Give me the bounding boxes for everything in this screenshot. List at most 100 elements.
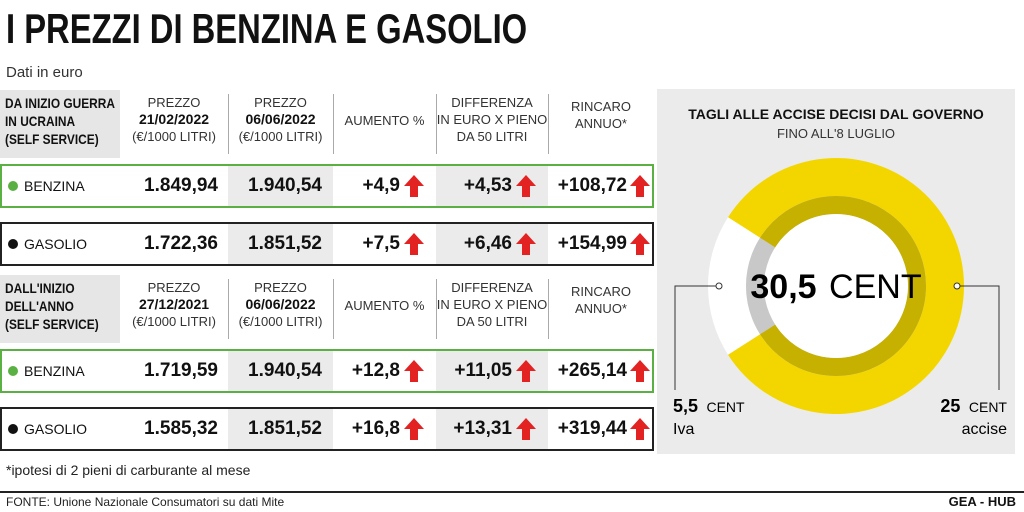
donut-slice-accise	[727, 158, 964, 414]
cell-price-start: 1.849,94	[144, 175, 218, 196]
column-header-unit: (€/1000 LITRI)	[238, 314, 323, 329]
section-header-line: DELL'ANNO	[5, 298, 74, 314]
up-arrow-icon	[516, 360, 536, 382]
center-unit: CENT	[829, 268, 922, 306]
cell-price-start: 1.719,59	[144, 360, 218, 381]
donut-accise-inner-band	[760, 196, 926, 376]
cell-annual-increase: +154,99	[557, 233, 627, 254]
cell-diff-full-tank: +11,05	[454, 360, 512, 381]
excise-donut-chart: 30,5 CENT 5,5 CENT Iva 25 CENT accise	[673, 158, 1007, 438]
center-value-label: 30,5 CENT	[750, 268, 921, 306]
cell-price-start: 1.722,36	[144, 233, 218, 254]
panel-title: TAGLI ALLE ACCISE DECISI DAL GOVERNO	[688, 106, 984, 122]
column-header: RINCARO ANNUO*	[548, 283, 654, 317]
column-header-line: ANNUO*	[574, 301, 627, 316]
column-divider	[333, 94, 334, 154]
column-header-line: DIFFERENZA	[451, 95, 533, 110]
column-header-date: 27/12/2021	[138, 296, 210, 312]
cell-price-start: 1.585,32	[144, 418, 218, 439]
column-header-line: ANNUO*	[574, 116, 627, 131]
iva-value: 5,5	[673, 396, 698, 416]
column-divider	[436, 279, 437, 339]
up-arrow-icon	[630, 175, 650, 197]
fuel-name: BENZINA	[24, 363, 85, 379]
iva-label: Iva	[673, 421, 694, 438]
up-arrow-icon	[404, 233, 424, 255]
up-arrow-icon	[516, 175, 536, 197]
cell-increase-pct: +4,9	[362, 175, 400, 196]
column-header: PREZZO 27/12/2021 (€/1000 LITRI)	[120, 279, 228, 330]
column-header-unit: (€/1000 LITRI)	[238, 129, 323, 144]
section-header-line: DALL'INIZIO	[5, 280, 75, 296]
source-note: FONTE: Unione Nazionale Consumatori su d…	[6, 495, 285, 509]
fuel-name: BENZINA	[24, 178, 85, 194]
cell-price-end: 1.851,52	[248, 233, 322, 254]
footnote: *ipotesi di 2 pieni di carburante al mes…	[6, 462, 251, 478]
cell-price-end: 1.940,54	[248, 360, 322, 381]
fuel-name: GASOLIO	[24, 421, 88, 437]
center-value: 30,5	[750, 268, 816, 306]
section-header-line: (SELF SERVICE)	[5, 131, 99, 147]
column-header: RINCARO ANNUO*	[548, 98, 654, 132]
column-divider	[333, 279, 334, 339]
column-header: DIFFERENZA IN EURO X PIENO DA 50 LITRI	[436, 94, 548, 145]
gasolio-dot-icon	[8, 424, 18, 435]
benzina-dot-icon	[8, 366, 18, 377]
table-row: BENZINA 1.719,59 1.940,54 +12,8 +11,05 +265,1…	[0, 349, 654, 393]
shaded-column	[228, 409, 333, 449]
cell-price-end: 1.940,54	[248, 175, 322, 196]
column-divider	[548, 279, 549, 339]
up-arrow-icon	[630, 360, 650, 382]
accise-value-label: 25 CENT	[940, 396, 1007, 416]
table-row: GASOLIO 1.722,36 1.851,52 +7,5 +6,46 +154,99	[0, 222, 654, 266]
column-header-line: DIFFERENZA	[451, 280, 533, 295]
column-header-line: DA 50 LITRI	[456, 129, 528, 144]
column-header-date: 06/06/2022	[245, 296, 316, 312]
column-header: AUMENTO %	[333, 112, 436, 129]
cell-increase-pct: +7,5	[362, 233, 400, 254]
table-row: BENZINA 1.849,94 1.940,54 +4,9 +4,53 +108,72	[0, 164, 654, 208]
section-header: DALL'INIZIO DELL'ANNO (SELF SERVICE)	[0, 275, 120, 343]
column-header-line: IN EURO X PIENO	[436, 297, 548, 312]
column-header-line: PREZZO	[254, 280, 307, 295]
column-header-date: 06/06/2022	[245, 111, 316, 127]
cell-annual-increase: +108,72	[557, 175, 627, 196]
leader-left	[674, 282, 723, 390]
column-divider	[228, 279, 229, 339]
column-header-unit: (€/1000 LITRI)	[132, 314, 216, 329]
column-header-line: PREZZO	[254, 95, 307, 110]
column-header-date: 21/02/2022	[138, 111, 210, 127]
iva-unit: CENT	[706, 399, 745, 415]
column-divider	[548, 94, 549, 154]
cell-annual-increase: +265,14	[557, 360, 627, 381]
gasolio-dot-icon	[8, 239, 18, 250]
column-header: PREZZO 06/06/2022 (€/1000 LITRI)	[228, 279, 333, 330]
up-arrow-icon	[404, 418, 424, 440]
shaded-column	[228, 351, 333, 391]
table-row: GASOLIO 1.585,32 1.851,52 +16,8 +13,31 +319,4…	[0, 407, 654, 451]
column-header-line: IN EURO X PIENO	[436, 112, 548, 127]
column-header: DIFFERENZA IN EURO X PIENO DA 50 LITRI	[436, 279, 548, 330]
fuel-label: BENZINA	[8, 351, 85, 391]
section-header: DA INIZIO GUERRA IN UCRAINA (SELF SERVICE)	[0, 90, 120, 158]
column-header: AUMENTO %	[333, 297, 436, 314]
cell-increase-pct: +12,8	[351, 360, 400, 381]
column-header-line: RINCARO	[571, 284, 631, 299]
column-header-line: DA 50 LITRI	[456, 314, 528, 329]
column-header-line: PREZZO	[147, 95, 201, 110]
column-header-line: AUMENTO %	[344, 298, 425, 313]
page-subtitle: Dati in euro	[6, 64, 83, 81]
page-title: I PREZZI DI BENZINA E GASOLIO	[6, 5, 528, 52]
section-header-line: DA INIZIO GUERRA	[5, 95, 115, 111]
up-arrow-icon	[404, 175, 424, 197]
bottom-divider	[0, 491, 1024, 493]
shaded-column	[228, 166, 333, 206]
fuel-name: GASOLIO	[24, 236, 88, 252]
iva-value-label: 5,5 CENT	[673, 396, 745, 416]
column-header-unit: (€/1000 LITRI)	[132, 129, 216, 144]
fuel-label: GASOLIO	[8, 224, 87, 264]
benzina-dot-icon	[8, 181, 18, 192]
leader-right	[953, 282, 1000, 390]
brand-logo: GEA - HUB	[948, 494, 1016, 509]
donut-slice-iva	[708, 217, 761, 355]
